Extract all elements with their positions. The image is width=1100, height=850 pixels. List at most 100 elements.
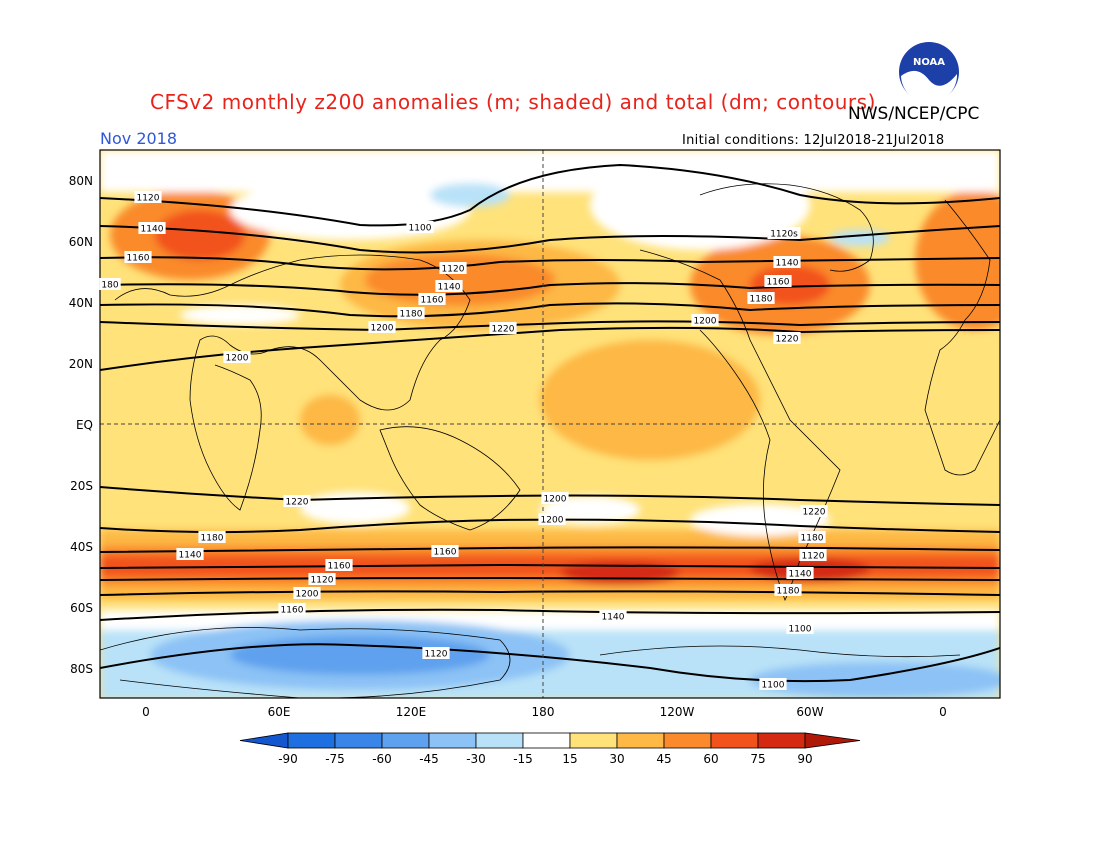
svg-text:1100: 1100 xyxy=(789,625,812,635)
colorbar-level-label: -60 xyxy=(372,752,392,766)
colorbar: -90 -75 -60 -45 -30 -15 15 30 45 60 75 90 xyxy=(239,732,861,766)
colorbar-level-label: -45 xyxy=(419,752,439,766)
svg-text:1160: 1160 xyxy=(127,254,150,264)
svg-text:1180: 1180 xyxy=(201,534,224,544)
contour-label: 1120 xyxy=(134,191,162,204)
colorbar-swatch xyxy=(616,732,665,749)
lon-label: 0 xyxy=(939,705,947,719)
height-contours xyxy=(100,163,1000,683)
svg-text:1160: 1160 xyxy=(767,278,790,288)
colorbar-swatch xyxy=(522,732,571,749)
initial-conditions: Initial conditions: 12Jul2018-21Jul2018 xyxy=(682,133,945,148)
contour-label: 1120 xyxy=(308,573,336,586)
contour-label: 1120 xyxy=(422,647,450,660)
svg-text:1200: 1200 xyxy=(226,354,249,364)
colorbar-high-arrow xyxy=(804,732,861,749)
contour-label: 1200 xyxy=(293,587,321,600)
svg-text:1180: 1180 xyxy=(400,310,423,320)
contour-label: 1180 xyxy=(774,584,802,597)
contour-label: 1200 xyxy=(691,314,719,327)
colorbar-swatch xyxy=(475,732,524,749)
contour-label: 1200 xyxy=(538,513,566,526)
contour-label: 1160 xyxy=(418,293,446,306)
contour-label: 1220 xyxy=(773,332,801,345)
svg-text:1180: 1180 xyxy=(750,295,773,305)
svg-text:1220: 1220 xyxy=(286,498,309,508)
colorbar-level-label: 45 xyxy=(656,752,671,766)
colorbar-swatch xyxy=(334,732,383,749)
svg-text:1140: 1140 xyxy=(179,551,202,561)
svg-text:1100: 1100 xyxy=(409,224,432,234)
lat-label: 40N xyxy=(69,296,93,310)
svg-text:1160: 1160 xyxy=(434,548,457,558)
svg-text:1180: 1180 xyxy=(801,534,824,544)
lat-label: 80S xyxy=(70,662,93,676)
colorbar-level-label: 15 xyxy=(562,752,577,766)
contour-label: 1120 xyxy=(439,262,467,275)
svg-text:1200: 1200 xyxy=(541,516,564,526)
contour-label: 1220 xyxy=(489,322,517,335)
svg-text:1140: 1140 xyxy=(776,259,799,269)
map-frame xyxy=(99,149,1001,699)
colorbar-swatch xyxy=(663,732,712,749)
colorbar-level-label: -90 xyxy=(278,752,298,766)
colorbar-swatch xyxy=(569,732,618,749)
lon-axis: 0 60E 120E 180 120W 60W 0 xyxy=(142,705,947,719)
contour-label: 1180 xyxy=(397,307,425,320)
colorbar-swatch xyxy=(710,732,759,749)
svg-text:1160: 1160 xyxy=(328,562,351,572)
svg-text:1140: 1140 xyxy=(141,225,164,235)
contour-label: 1160 xyxy=(431,545,459,558)
svg-text:1100: 1100 xyxy=(762,681,785,691)
svg-text:1120s: 1120s xyxy=(770,230,798,240)
svg-text:1140: 1140 xyxy=(438,283,461,293)
colorbar-swatch xyxy=(757,732,806,749)
forecast-month: Nov 2018 xyxy=(100,129,178,148)
contour-label: 1140 xyxy=(773,256,801,269)
lat-label: 80N xyxy=(69,174,93,188)
contour-label: 1220 xyxy=(800,505,828,518)
contour-label: 1160 xyxy=(124,251,152,264)
lon-label: 120W xyxy=(660,705,695,719)
contour-label: 1140 xyxy=(176,548,204,561)
colorbar-level-label: 60 xyxy=(703,752,718,766)
contour-labels: 1120 1140 1160 180 1100 1120 1140 1160 1180 1200 1… xyxy=(99,191,828,691)
svg-text:NOAA: NOAA xyxy=(913,57,945,68)
contour-label: 1100 xyxy=(406,221,434,234)
svg-text:1160: 1160 xyxy=(281,606,304,616)
colorbar-level-label: 90 xyxy=(797,752,812,766)
lat-label: 60N xyxy=(69,235,93,249)
lon-label: 180 xyxy=(532,705,555,719)
contour-label: 1180 xyxy=(198,531,226,544)
contour-label: 1140 xyxy=(599,610,627,623)
colorbar-low-arrow xyxy=(239,732,289,749)
svg-text:1120: 1120 xyxy=(311,576,334,586)
colorbar-level-label: 75 xyxy=(750,752,765,766)
contour-label: 1180 xyxy=(798,531,826,544)
lon-label: 120E xyxy=(396,705,427,719)
lon-label: 60W xyxy=(796,705,823,719)
graticule xyxy=(100,150,1000,698)
noaa-logo-icon: NOAA xyxy=(899,42,959,104)
lon-label: 0 xyxy=(142,705,150,719)
colorbar-swatch xyxy=(381,732,430,749)
contour-label: 1160 xyxy=(278,603,306,616)
svg-text:1120: 1120 xyxy=(442,265,465,275)
agency-label: NWS/NCEP/CPC xyxy=(848,104,980,124)
svg-text:1200: 1200 xyxy=(371,324,394,334)
svg-text:1120: 1120 xyxy=(137,194,160,204)
contour-label: 1160 xyxy=(764,275,792,288)
svg-text:1120: 1120 xyxy=(425,650,448,660)
lat-axis: 80N 60N 40N 20N EQ 20S 40S 60S 80S xyxy=(69,174,93,676)
svg-text:1220: 1220 xyxy=(492,325,515,335)
colorbar-level-label: 30 xyxy=(609,752,624,766)
colorbar-swatch xyxy=(287,732,336,749)
lat-label: 20N xyxy=(69,357,93,371)
contour-label: 1140 xyxy=(786,567,814,580)
lat-label: 60S xyxy=(70,601,93,615)
contour-label: 180 xyxy=(99,278,121,291)
contour-label: 1220 xyxy=(283,495,311,508)
colorbar-level-label: -75 xyxy=(325,752,345,766)
contour-label: 1200 xyxy=(223,351,251,364)
